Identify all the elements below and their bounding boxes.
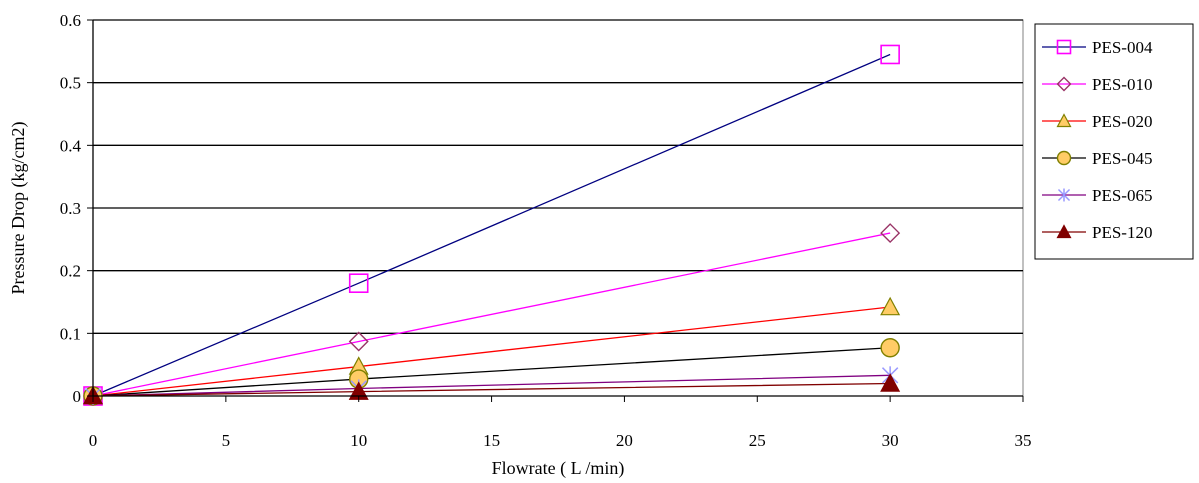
point-pes-010-2 xyxy=(880,223,901,244)
y-tick-label-5: 0.5 xyxy=(60,74,81,93)
x-tick-label-6: 30 xyxy=(882,431,899,450)
point-pes-004-1 xyxy=(348,273,369,294)
y-tick-label-4: 0.4 xyxy=(60,136,82,155)
x-tick-label-3: 15 xyxy=(483,431,500,450)
x-tick-label-5: 25 xyxy=(749,431,766,450)
legend-marker-pes-010 xyxy=(1056,76,1072,92)
legend-marker-pes-120 xyxy=(1056,224,1072,239)
y-axis-ticks: 0 0.1 0.2 0.3 0.4 0.5 0.6 xyxy=(60,11,93,406)
point-pes-045-2 xyxy=(880,338,900,358)
series-line-pes-004 xyxy=(92,53,891,397)
point-pes-020-2 xyxy=(880,296,901,316)
grid-lines xyxy=(93,19,1023,334)
x-tick-label-7: 35 xyxy=(1015,431,1032,450)
legend-label-pes-045: PES-045 xyxy=(1092,149,1152,168)
legend-label-pes-004: PES-004 xyxy=(1092,38,1153,57)
y-axis-label: Pressure Drop (kg/cm2) xyxy=(8,122,29,295)
x-axis-ticks: 0 5 10 15 20 25 30 35 xyxy=(89,396,1032,450)
x-axis-label: Flowrate ( L /min) xyxy=(492,458,625,479)
series-line-pes-010 xyxy=(92,232,891,397)
y-tick-label-3: 0.3 xyxy=(60,199,81,218)
x-tick-label-4: 20 xyxy=(616,431,633,450)
x-tick-label-1: 5 xyxy=(222,431,231,450)
legend: PES-004 PES-010 PES-020 PES-045 PES-065 PES-1… xyxy=(1034,23,1194,260)
legend-label-pes-010: PES-010 xyxy=(1092,75,1152,94)
legend-marker-pes-004 xyxy=(1056,39,1072,55)
y-tick-label-6: 0.6 xyxy=(60,11,81,30)
y-tick-label-1: 0.1 xyxy=(60,324,81,343)
legend-label-pes-120: PES-120 xyxy=(1092,223,1152,242)
y-tick-label-2: 0.2 xyxy=(60,262,81,281)
legend-marker-pes-020 xyxy=(1056,113,1072,128)
legend-box xyxy=(1034,23,1194,260)
legend-label-pes-065: PES-065 xyxy=(1092,186,1152,205)
x-tick-label-2: 10 xyxy=(350,431,367,450)
y-tick-label-0: 0 xyxy=(73,387,82,406)
point-pes-010-1 xyxy=(348,331,369,352)
legend-label-pes-020: PES-020 xyxy=(1092,112,1152,131)
legend-marker-pes-065 xyxy=(1057,188,1071,202)
legend-marker-pes-045 xyxy=(1056,150,1072,166)
x-tick-label-0: 0 xyxy=(89,431,98,450)
point-pes-120-2 xyxy=(880,373,901,392)
point-pes-004-2 xyxy=(880,44,900,65)
